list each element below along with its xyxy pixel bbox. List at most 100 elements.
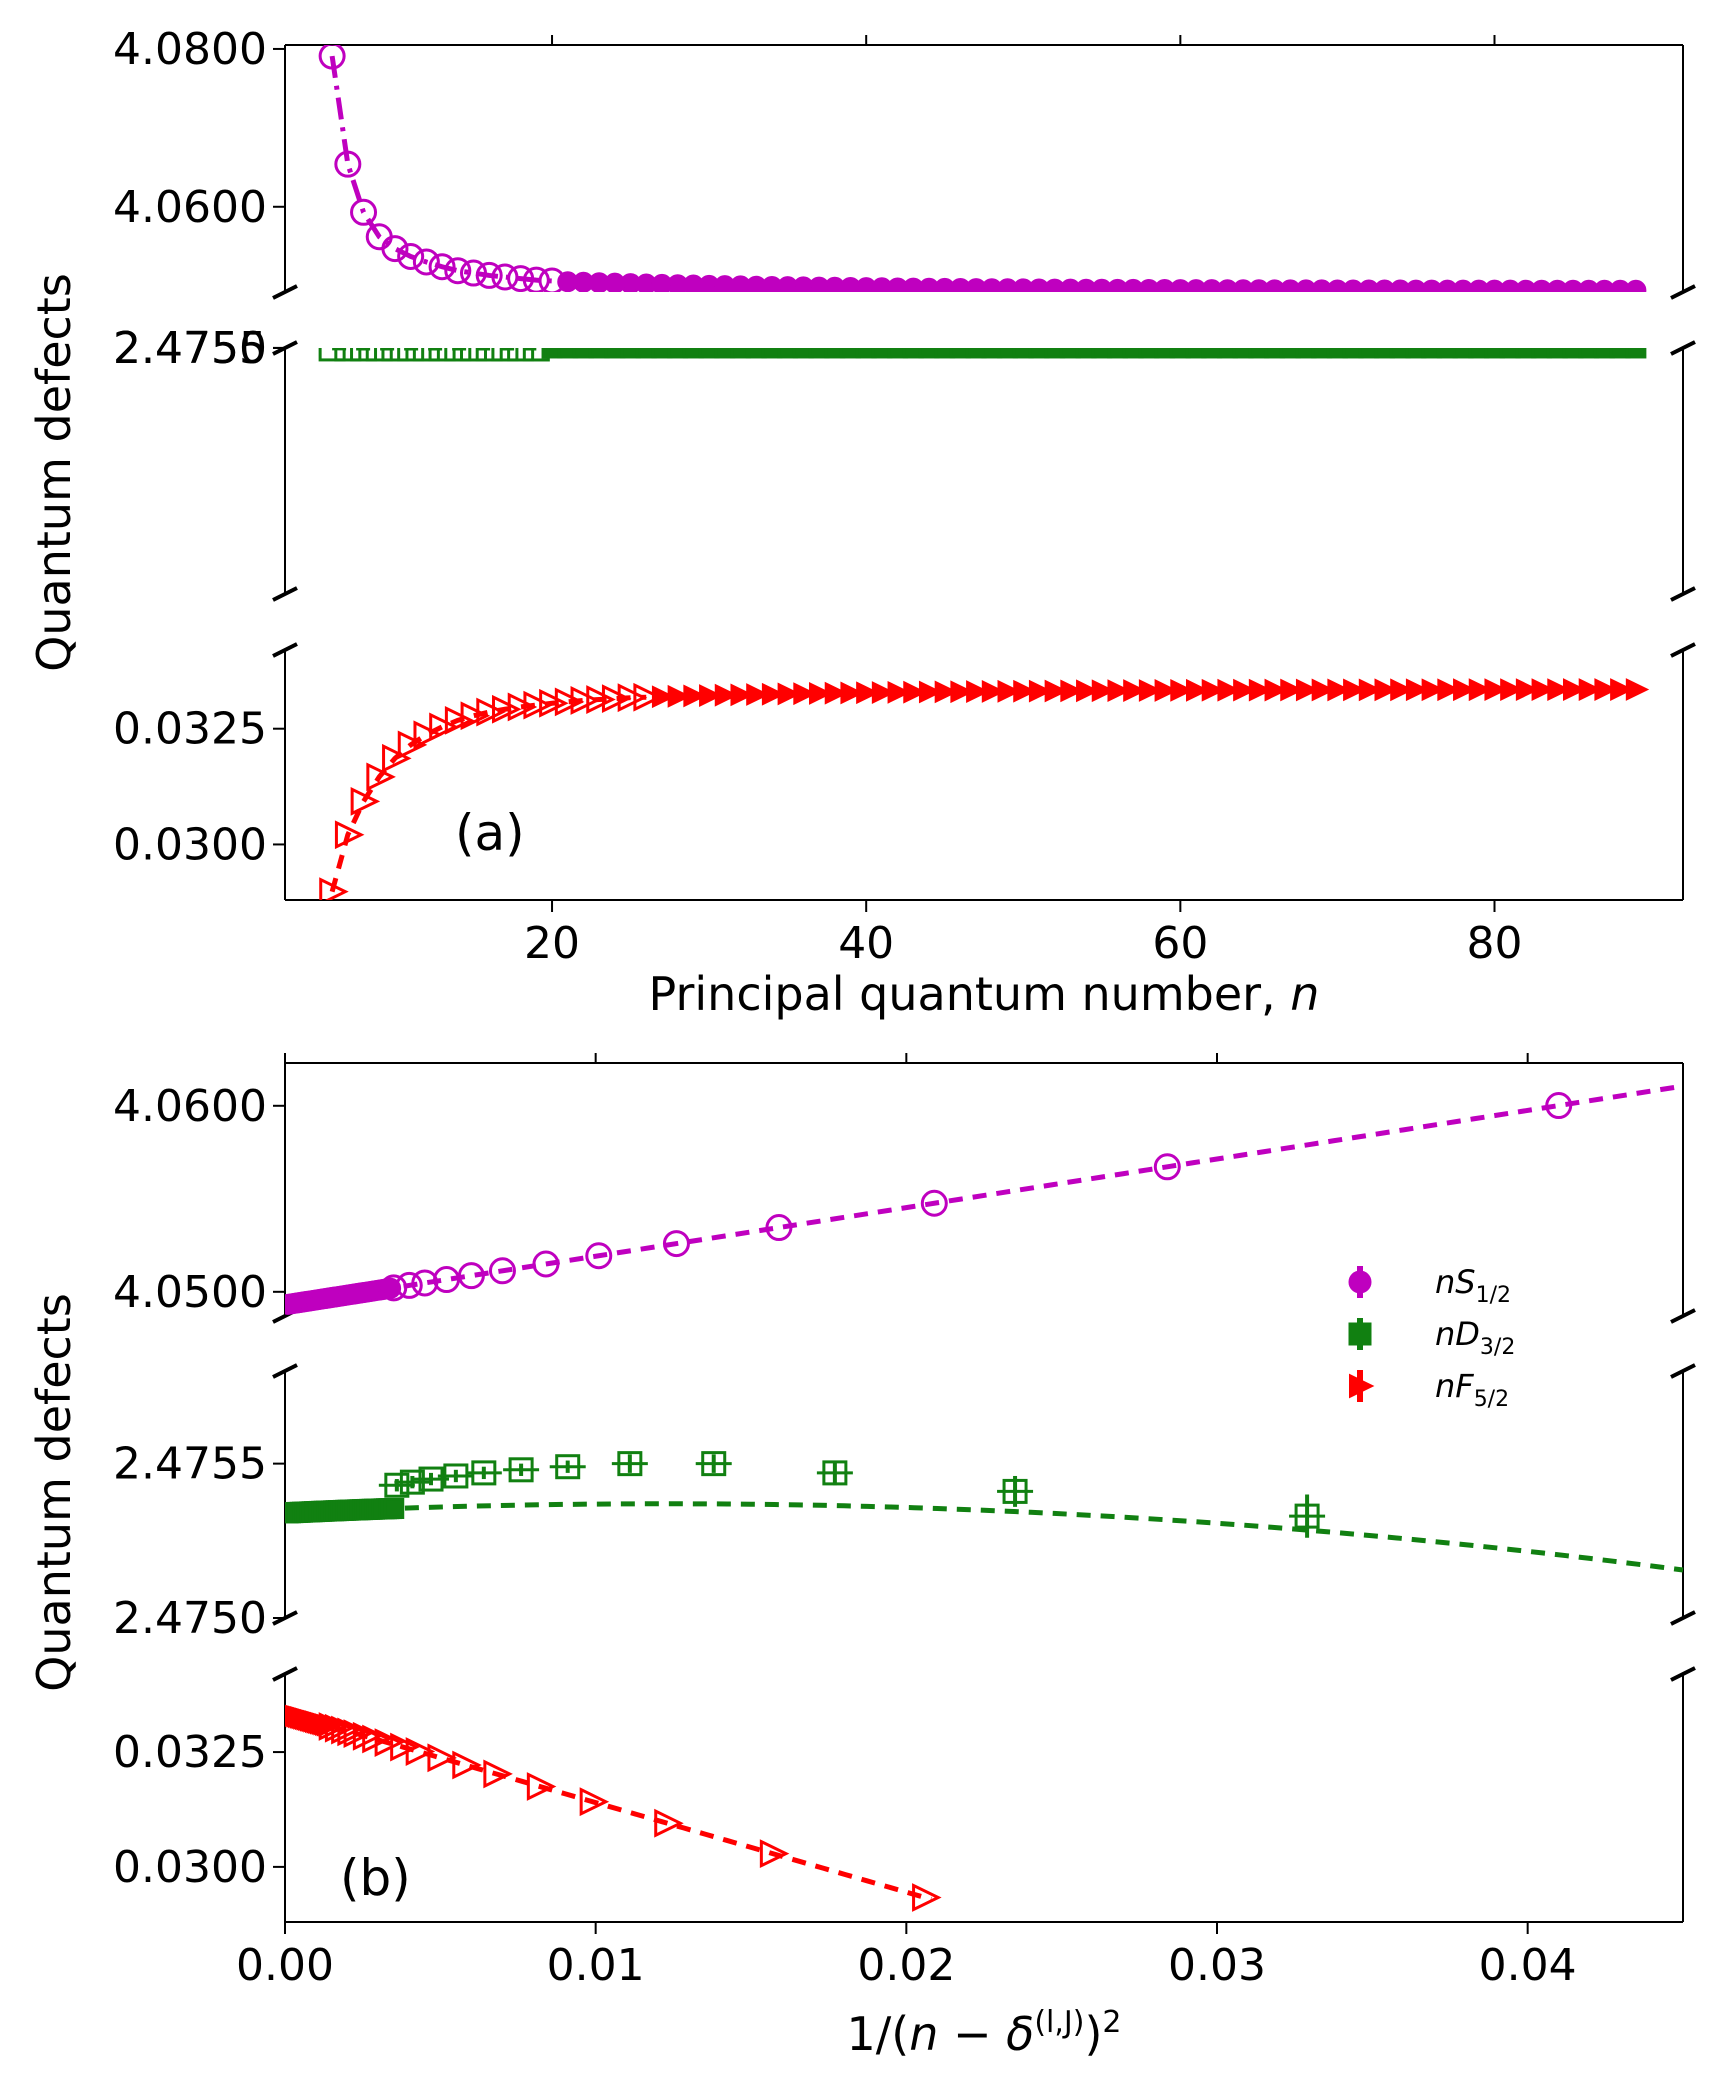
- data-point-extrapolated: [1217, 678, 1241, 702]
- data-point-extrapolated: [730, 683, 754, 707]
- data-point-measured: [507, 265, 535, 292]
- data-point-measured: [488, 1257, 516, 1285]
- data-point-measured: [459, 259, 487, 287]
- data-point-extrapolated: [1232, 348, 1254, 359]
- data-point-extrapolated: [1044, 348, 1066, 359]
- data-point-extrapolated: [997, 679, 1021, 703]
- segment-nS1/2: 4.0500 4.0600: [113, 1062, 1696, 1324]
- data-point-measured: [428, 253, 456, 281]
- data-point-measured: [318, 45, 346, 70]
- data-group: [318, 45, 1647, 292]
- axis-break-mark-left: [272, 284, 298, 300]
- data-point-extrapolated: [1625, 348, 1647, 359]
- data-point-extrapolated: [714, 348, 736, 359]
- legend-label: nF5/2: [1435, 1367, 1509, 1412]
- data-point-measured: [362, 1724, 392, 1754]
- data-point-extrapolated: [1107, 348, 1129, 359]
- fit-line-nS1/2: [329, 55, 553, 284]
- data-point-extrapolated: [699, 684, 723, 707]
- data-point-extrapolated: [887, 348, 909, 359]
- data-point-extrapolated: [1358, 678, 1383, 702]
- y-tick-label: 4.0600: [113, 182, 267, 233]
- data-point-extrapolated: [1295, 678, 1320, 702]
- segment-nF5/2: 0.0300 0.0325: [113, 1666, 1696, 1923]
- data-point-measured: [539, 688, 569, 718]
- data-point-extrapolated: [840, 681, 864, 705]
- data-point-measured: [570, 686, 601, 715]
- fit-line-nF5/2: [285, 1710, 932, 1902]
- data-point-extrapolated: [1484, 678, 1508, 702]
- data-point-extrapolated: [1280, 678, 1304, 702]
- y-tick-label: 0.0325: [113, 1727, 267, 1778]
- data-point-extrapolated: [777, 348, 799, 359]
- axis-break-mark-right: [1670, 1363, 1696, 1379]
- data-point-extrapolated: [1076, 679, 1100, 703]
- data-point-measured: [428, 348, 456, 362]
- axis-break-mark-left: [272, 1363, 298, 1379]
- data-point-measured: [381, 235, 409, 263]
- data-point-extrapolated: [1216, 348, 1238, 359]
- x-tick-label: 0.00: [236, 1940, 334, 1991]
- data-point-extrapolated: [761, 348, 783, 359]
- data-point-extrapolated: [745, 348, 767, 359]
- data-group: [318, 348, 1647, 362]
- x-label-sup: (l,J): [1034, 2005, 1084, 2040]
- data-point-extrapolated: [1562, 678, 1587, 701]
- x-axis-label-text: Principal quantum number,: [649, 967, 1291, 1021]
- data-point-extrapolated: [1515, 678, 1540, 702]
- data-point-measured: [633, 682, 663, 712]
- data-point-measured: [476, 697, 506, 727]
- data-point-extrapolated: [1311, 678, 1336, 702]
- data-point-extrapolated: [1610, 678, 1634, 701]
- legend-entry: nD3/2: [1348, 1315, 1515, 1360]
- x-label-sup: 2: [1102, 2005, 1121, 2040]
- x-axis-label-var: n: [1290, 967, 1319, 1021]
- data-point-measured: [491, 263, 519, 291]
- data-point-extrapolated: [746, 683, 770, 706]
- y-axis-label: Quantum defects: [27, 1293, 81, 1692]
- legend-label: nD3/2: [1435, 1315, 1515, 1360]
- data-point-extrapolated: [809, 682, 833, 705]
- data-point-measured: [507, 348, 535, 362]
- data-point-measured: [397, 730, 428, 760]
- data-point-extrapolated: [934, 348, 956, 359]
- data-point-measured: [701, 1451, 727, 1477]
- data-point-measured: [412, 348, 440, 362]
- data-point-extrapolated: [1609, 348, 1631, 359]
- data-point-extrapolated: [997, 348, 1019, 359]
- data-point-extrapolated: [1436, 348, 1458, 359]
- data-point-measured: [350, 348, 378, 362]
- data-point-extrapolated: [966, 680, 990, 703]
- data-point-measured: [522, 266, 550, 292]
- data-point-measured: [399, 1469, 425, 1495]
- data-point-extrapolated: [918, 680, 943, 704]
- x-label-part: 1/(: [846, 2007, 909, 2061]
- axis-break-mark-left: [272, 586, 298, 602]
- panel-b: 4.0500 4.0600 2.4750 2.4755 0.0300 0.0325 0.00…: [27, 1053, 1696, 2061]
- data-point-measured: [617, 683, 648, 713]
- data-point-extrapolated: [856, 681, 880, 705]
- x-axis-label: Principal quantum number, n: [649, 967, 1320, 1021]
- data-point-extrapolated: [1013, 679, 1037, 703]
- x-tick-label: 0.01: [547, 1940, 645, 1991]
- data-point-extrapolated: [950, 680, 974, 704]
- x-tick-label: 20: [524, 918, 580, 969]
- x-tick-label: 0.04: [1479, 1940, 1577, 1991]
- data-point-extrapolated: [1185, 348, 1207, 359]
- segment-nD3/2: 2.4750 2.4755: [113, 1363, 1696, 1644]
- data-point-extrapolated: [871, 681, 896, 704]
- data-point-extrapolated: [1059, 348, 1081, 359]
- data-point-extrapolated: [1327, 678, 1351, 702]
- data-group: [285, 1083, 1684, 1315]
- data-point-extrapolated: [1358, 348, 1380, 359]
- data-point-extrapolated: [1547, 678, 1571, 701]
- data-point-extrapolated: [1389, 348, 1411, 359]
- axis-break-mark-right: [1670, 1666, 1696, 1682]
- data-point-extrapolated: [1405, 678, 1430, 702]
- data-point-measured: [492, 694, 522, 724]
- data-point-extrapolated: [918, 348, 940, 359]
- data-point-extrapolated: [887, 680, 911, 704]
- data-point-extrapolated: [1248, 678, 1273, 702]
- data-point-measured: [507, 692, 538, 722]
